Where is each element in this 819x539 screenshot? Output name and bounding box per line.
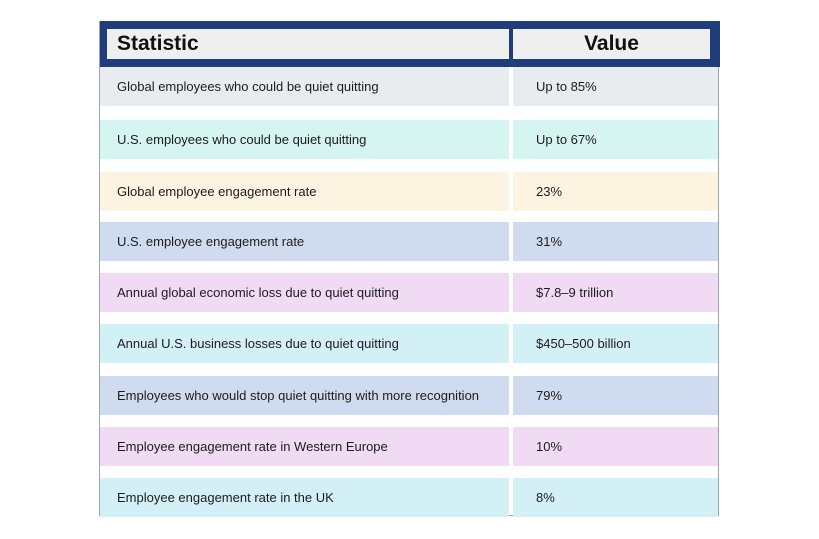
- table-row: U.S. employee engagement rate 31%: [100, 222, 718, 261]
- row-statistic: Global employee engagement rate: [100, 172, 509, 211]
- row-statistic: Annual U.S. business losses due to quiet…: [100, 324, 509, 363]
- row-value: 10%: [513, 427, 718, 466]
- table-row: U.S. employees who could be quiet quitti…: [100, 120, 718, 159]
- row-value: $450–500 billion: [513, 324, 718, 363]
- row-value: 8%: [513, 478, 718, 517]
- table-header: Statistic Value: [100, 21, 720, 67]
- table-row: Employees who would stop quiet quitting …: [100, 376, 718, 415]
- row-value: Up to 85%: [513, 67, 718, 106]
- row-statistic: U.S. employees who could be quiet quitti…: [100, 120, 509, 159]
- row-statistic: Employee engagement rate in Western Euro…: [100, 427, 509, 466]
- row-statistic: Employee engagement rate in the UK: [100, 478, 509, 517]
- header-statistic: Statistic: [107, 29, 509, 59]
- table-row: Employee engagement rate in Western Euro…: [100, 427, 718, 466]
- table-row: Global employees who could be quiet quit…: [100, 67, 718, 106]
- row-value: Up to 67%: [513, 120, 718, 159]
- table-row: Employee engagement rate in the UK 8%: [100, 478, 718, 517]
- table-row: Annual U.S. business losses due to quiet…: [100, 324, 718, 363]
- row-value: 31%: [513, 222, 718, 261]
- row-value: 23%: [513, 172, 718, 211]
- table-row: Global employee engagement rate 23%: [100, 172, 718, 211]
- row-value: $7.8–9 trillion: [513, 273, 718, 312]
- row-statistic: U.S. employee engagement rate: [100, 222, 509, 261]
- row-value: 79%: [513, 376, 718, 415]
- table-row: Annual global economic loss due to quiet…: [100, 273, 718, 312]
- statistics-table: Statistic Value Global employees who cou…: [99, 21, 720, 517]
- row-statistic: Employees who would stop quiet quitting …: [100, 376, 509, 415]
- header-value: Value: [513, 29, 710, 59]
- row-statistic: Annual global economic loss due to quiet…: [100, 273, 509, 312]
- row-statistic: Global employees who could be quiet quit…: [100, 67, 509, 106]
